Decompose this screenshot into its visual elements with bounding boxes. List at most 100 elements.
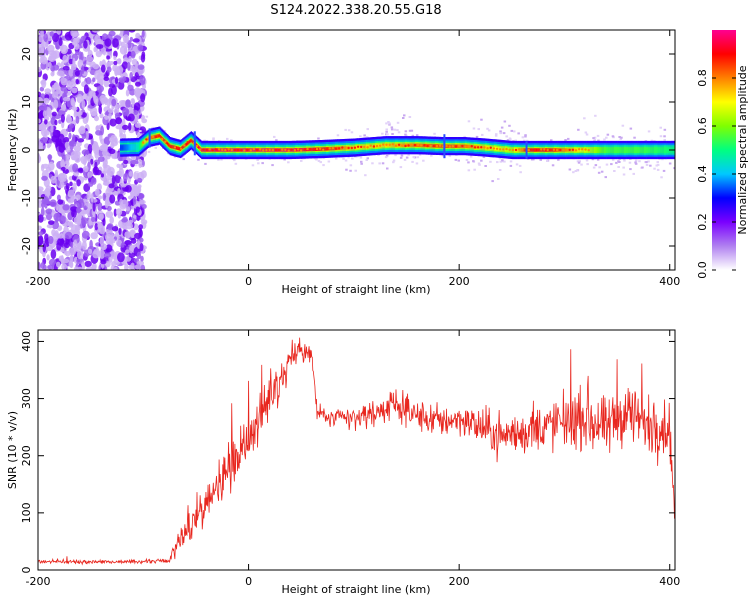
signal-halo-point	[415, 162, 419, 165]
noise-speckle	[62, 65, 70, 71]
signal-halo-point	[513, 130, 516, 133]
signal-halo-point	[314, 157, 317, 160]
noise-speckle	[81, 132, 87, 140]
noise-speckle	[120, 30, 124, 36]
signal-halo-point	[486, 127, 489, 130]
signal-halo-point	[405, 134, 408, 137]
signal-peak-point	[214, 148, 218, 151]
noise-speckle	[85, 77, 92, 85]
signal-band-cell	[169, 144, 171, 148]
noise-speckle	[42, 196, 50, 205]
noise-speckle	[132, 195, 137, 205]
noise-speckle	[91, 143, 97, 151]
noise-speckle	[128, 55, 132, 63]
signal-halo-point	[611, 135, 615, 138]
signal-band-cell	[662, 148, 664, 152]
noise-speckle	[128, 219, 133, 224]
signal-peak-point	[246, 148, 249, 151]
noise-speckle	[76, 141, 82, 147]
signal-band-cell	[356, 145, 358, 150]
noise-speckle	[104, 198, 109, 209]
signal-peak-point	[284, 148, 287, 152]
signal-halo-point	[613, 170, 616, 172]
noise-speckle	[73, 239, 78, 248]
signal-band-cell	[264, 148, 266, 152]
signal-band-cell	[642, 148, 644, 152]
signal-peak-point	[309, 148, 312, 151]
noise-speckle	[109, 216, 114, 224]
noise-speckle	[91, 111, 98, 116]
noise-speckle	[48, 61, 52, 69]
noise-speckle	[81, 99, 86, 109]
noise-speckle	[92, 63, 100, 70]
signal-halo-point	[182, 158, 185, 161]
signal-halo-point	[593, 138, 596, 141]
signal-band-cell	[586, 148, 588, 152]
noise-speckle	[38, 214, 44, 223]
signal-band-cell	[638, 148, 640, 152]
signal-peak-point	[161, 137, 164, 141]
signal-halo-point	[422, 159, 425, 162]
signal-halo-point	[503, 160, 506, 163]
signal-halo-point	[663, 139, 666, 141]
noise-speckle	[125, 89, 130, 97]
signal-band-cell	[232, 148, 235, 152]
noise-speckle	[125, 109, 129, 115]
noise-speckle	[54, 119, 58, 126]
signal-band-cell	[425, 143, 427, 148]
signal-halo-point	[399, 166, 403, 169]
noise-speckle	[64, 141, 69, 149]
signal-band-cell	[226, 148, 228, 152]
signal-band-cell	[403, 143, 405, 147]
signal-band-cell	[270, 148, 273, 152]
signal-halo-point	[467, 169, 471, 172]
noise-speckle	[131, 58, 138, 66]
signal-halo-point	[487, 129, 491, 132]
signal-halo-point	[629, 168, 632, 171]
noise-speckle	[38, 235, 44, 246]
spectrogram-marks	[38, 30, 675, 270]
signal-peak-point	[221, 148, 224, 151]
noise-speckle	[52, 64, 60, 71]
noise-speckle	[140, 53, 146, 63]
noise-speckle	[68, 68, 74, 77]
signal-halo-point	[387, 121, 390, 123]
signal-halo-point	[138, 158, 142, 161]
signal-band-cell	[273, 148, 276, 152]
signal-band-cell	[242, 148, 244, 152]
signal-band-cell	[591, 148, 594, 152]
signal-band-cell	[258, 148, 260, 152]
signal-halo-point	[360, 160, 363, 163]
noise-speckle	[60, 77, 67, 83]
signal-peak-point	[255, 149, 259, 152]
signal-band-cell	[130, 145, 133, 150]
signal-band-cell	[337, 146, 339, 151]
noise-speckle	[140, 93, 146, 103]
signal-peak-point	[271, 148, 274, 152]
noise-speckle	[106, 55, 110, 60]
signal-band-cell	[623, 148, 625, 152]
noise-speckle	[60, 86, 68, 92]
signal-halo-point	[404, 130, 408, 133]
signal-halo-point	[385, 154, 389, 157]
signal-halo-point	[322, 164, 325, 167]
signal-halo-point	[597, 139, 600, 142]
signal-band-cell	[161, 136, 163, 140]
noise-speckle	[83, 165, 89, 173]
signal-band-cell	[166, 141, 168, 145]
signal-halo-point	[546, 160, 549, 162]
noise-speckle	[98, 213, 104, 221]
signal-halo-point	[661, 158, 664, 161]
noise-speckle	[38, 225, 42, 231]
signal-peak-point	[265, 148, 268, 152]
signal-halo-point	[572, 171, 575, 174]
noise-speckle	[139, 75, 144, 83]
noise-speckle	[102, 192, 107, 201]
noise-speckle	[107, 108, 114, 113]
noise-speckle	[50, 71, 55, 77]
signal-peak-point	[281, 148, 284, 151]
noise-speckle	[114, 266, 118, 270]
figure-title: S124.2022.338.20.55.G18	[270, 3, 441, 18]
noise-speckle	[46, 224, 53, 229]
noise-speckle	[45, 208, 53, 215]
